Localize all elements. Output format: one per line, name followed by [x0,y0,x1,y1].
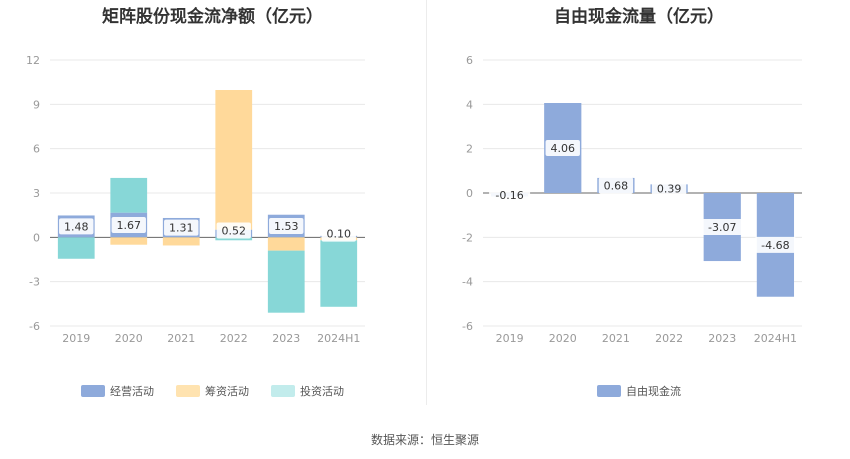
y-tick-label: 12 [26,54,40,67]
x-tick-label: 2023 [272,332,300,345]
chart-legend: 自由现金流 [428,383,850,399]
data-label-bg [269,218,304,235]
y-tick-label: 6 [33,143,40,156]
cash-flow-chart-panel: 矩阵股份现金流净额（亿元） 12 9 6 3 0 -3 -6 2019 2020 2021 2022… [0,0,425,410]
data-label-bg [754,236,796,253]
chart-legend: 经营活动 筹资活动 投资活动 [0,383,425,399]
cash-flow-chart: 12 9 6 3 0 -3 -6 2019 2020 2021 2022 2023 2024H1 1.48… [26,54,365,345]
legend-item-operating[interactable]: 经营活动 [81,383,154,399]
data-label-bg [598,177,634,194]
data-label-bg [59,218,94,235]
y-tick-label: 9 [33,98,40,111]
x-tick-label: 2019 [496,332,524,345]
data-label: -3.07 [708,221,736,234]
bar-investing [215,237,253,241]
data-label: 1.53 [274,220,299,233]
data-label: 4.06 [551,142,576,155]
bar-financing [110,237,148,245]
y-tick-label: -2 [462,231,473,244]
legend-label: 经营活动 [110,385,154,398]
data-source-note: 数据来源：恒生聚源 [370,433,479,447]
panel-divider [426,0,427,405]
data-label: 0.52 [222,224,247,237]
data-label-bg [111,216,146,233]
data-label: 0.68 [604,179,629,192]
data-label-bg [164,219,199,236]
bar-investing [110,177,148,213]
data-label: 1.67 [117,219,142,232]
x-tick-label: 2022 [220,332,248,345]
y-tick-label: -6 [462,320,473,333]
y-tick-label: 2 [466,143,473,156]
legend-item-financing[interactable]: 筹资活动 [176,383,249,399]
legend-item-investing[interactable]: 投资活动 [271,383,344,399]
free-cash-flow-chart-panel: 自由现金流量（亿元） 6 4 2 0 -2 -4 -6 2019 2020 2021 2022 202… [428,0,850,410]
legend-swatch-operating [81,385,105,397]
legend-label: 筹资活动 [205,385,249,398]
data-label-bg [701,219,743,236]
chart-title: 矩阵股份现金流净额（亿元） [102,7,323,27]
data-label-bg [216,222,251,239]
data-label: 1.31 [169,222,194,235]
data-label: 0.10 [327,228,352,241]
bar-financing [162,237,200,246]
x-tick-label: 2023 [708,332,736,345]
x-tick-label: 2019 [62,332,90,345]
data-label: 0.39 [657,183,682,196]
data-label-bg [321,225,356,242]
x-tick-label: 2020 [549,332,577,345]
free-cash-flow-chart: 6 4 2 0 -2 -4 -6 2019 2020 2021 2022 2023 2024H1 -0.1… [462,54,802,345]
y-tick-label: 4 [466,98,473,111]
y-tick-label: -3 [29,276,40,289]
data-label: -4.68 [761,239,789,252]
legend-swatch-financing [176,385,200,397]
legend-swatch-investing [271,385,295,397]
data-label-bg [545,140,580,157]
y-tick-label: 0 [466,187,473,200]
bar-investing [267,250,305,313]
bar-investing [57,237,95,259]
bar-investing [320,240,358,307]
data-label: 1.48 [64,220,89,233]
y-tick-label: -6 [29,320,40,333]
x-tick-label: 2024H1 [317,332,360,345]
data-label: -0.16 [495,189,523,202]
data-label-bg [489,186,531,203]
x-tick-label: 2021 [167,332,195,345]
data-label-bg [651,180,687,197]
y-tick-label: 6 [466,54,473,67]
legend-item-free-cash-flow[interactable]: 自由现金流 [597,383,681,399]
y-tick-label: -4 [462,276,473,289]
legend-swatch-free-cash-flow [597,385,621,397]
bar-financing [267,237,305,251]
y-tick-label: 3 [33,187,40,200]
x-tick-label: 2022 [655,332,683,345]
x-tick-label: 2024H1 [754,332,797,345]
legend-label: 自由现金流 [626,385,681,398]
bar-financing [215,89,253,230]
x-tick-label: 2020 [115,332,143,345]
y-tick-label: 0 [33,231,40,244]
chart-title: 自由现金流量（亿元） [554,7,724,27]
x-tick-label: 2021 [602,332,630,345]
legend-label: 投资活动 [300,385,344,398]
